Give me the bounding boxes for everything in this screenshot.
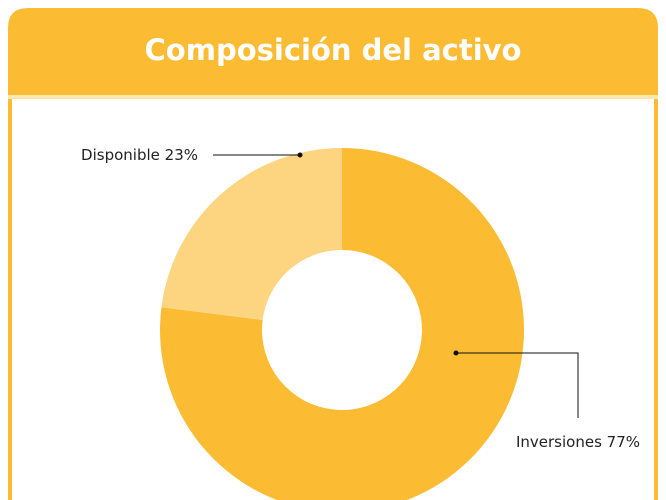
leader-dot (453, 350, 459, 356)
category-label: Disponible (81, 146, 160, 164)
slice-label: Inversiones 77% (516, 433, 640, 451)
leader-dot (297, 152, 303, 158)
donut-slice (160, 148, 524, 500)
value-label: 23% (165, 146, 198, 164)
header-divider (8, 95, 658, 99)
chart-title: Composición del activo (145, 33, 522, 67)
category-label: Inversiones (516, 433, 602, 451)
slice-label: Disponible 23% (81, 146, 198, 164)
leader-line (456, 352, 579, 418)
value-label: 77% (607, 433, 640, 451)
donut-slice (161, 148, 342, 320)
